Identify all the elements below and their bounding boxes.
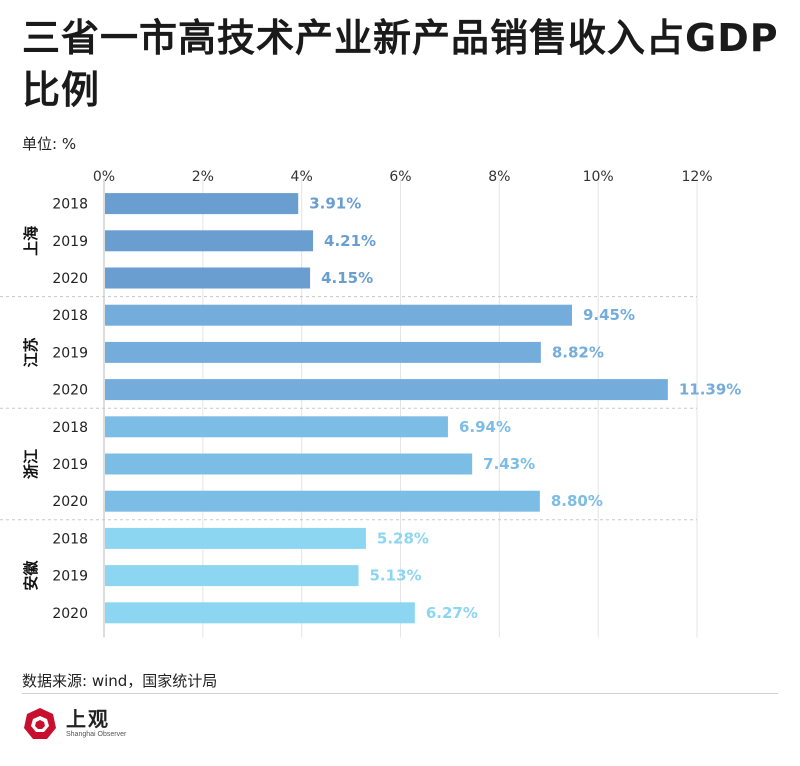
footer-divider (22, 693, 778, 694)
x-tick-label: 10% (583, 169, 614, 185)
data-label: 6.27% (426, 604, 478, 622)
year-label: 2018 (52, 420, 88, 436)
year-label: 2019 (52, 234, 88, 250)
data-label: 8.82% (552, 343, 604, 361)
bar (105, 453, 473, 475)
bar (105, 602, 415, 624)
publisher-logo: 上观 Shanghai Observer (22, 706, 126, 742)
data-label: 5.13% (370, 567, 422, 585)
data-label: 8.80% (551, 492, 603, 510)
data-label: 9.45% (583, 306, 635, 324)
shanghai-observer-logo-icon (24, 708, 56, 739)
year-label: 2020 (52, 271, 88, 287)
group-label: 江苏 (22, 337, 40, 367)
data-label: 6.94% (459, 418, 511, 436)
x-tick-label: 0% (93, 169, 115, 185)
bar (105, 341, 541, 363)
data-label: 4.21% (324, 232, 376, 250)
year-label: 2019 (52, 457, 88, 473)
data-label: 7.43% (483, 455, 535, 473)
group-label: 浙江 (22, 449, 40, 479)
x-tick-label: 6% (389, 169, 411, 185)
x-tick-label: 2% (192, 169, 214, 185)
bar (105, 230, 314, 252)
year-label: 2019 (52, 569, 88, 585)
logo-cn-text: 上观 (66, 707, 110, 731)
x-tick-label: 8% (488, 169, 510, 185)
bar (105, 267, 311, 289)
year-label: 2018 (52, 531, 88, 547)
bar-chart: 0% 2% 4% 6% 8% 10% 12% 2018 3.91% 2019 4.21% 2020 4.… (0, 169, 741, 638)
data-label: 4.15% (321, 269, 373, 287)
bar (105, 379, 668, 401)
data-label: 11.39% (679, 381, 741, 399)
data-label: 3.91% (309, 195, 361, 213)
unit-label: 单位: % (22, 135, 77, 153)
chart-title: 三省一市高技术产业新产品销售收入占GDP比例 (22, 16, 779, 112)
logo-en-text: Shanghai Observer (66, 731, 127, 738)
bar (105, 304, 572, 326)
group-label: 上海 (22, 226, 40, 256)
x-tick-label: 4% (291, 169, 313, 185)
bar (105, 565, 359, 587)
year-label: 2018 (52, 308, 88, 324)
year-label: 2019 (52, 345, 88, 361)
bar (105, 416, 448, 438)
year-label: 2020 (52, 606, 88, 622)
bar (105, 490, 540, 512)
source-note: 数据来源: wind，国家统计局 (22, 672, 218, 690)
year-label: 2020 (52, 494, 88, 510)
year-label: 2018 (52, 197, 88, 213)
data-label: 5.28% (377, 529, 429, 547)
year-label: 2020 (52, 383, 88, 399)
bar (105, 527, 366, 549)
bar (105, 193, 299, 215)
x-tick-label: 12% (681, 169, 712, 185)
group-label: 安徽 (22, 560, 40, 591)
